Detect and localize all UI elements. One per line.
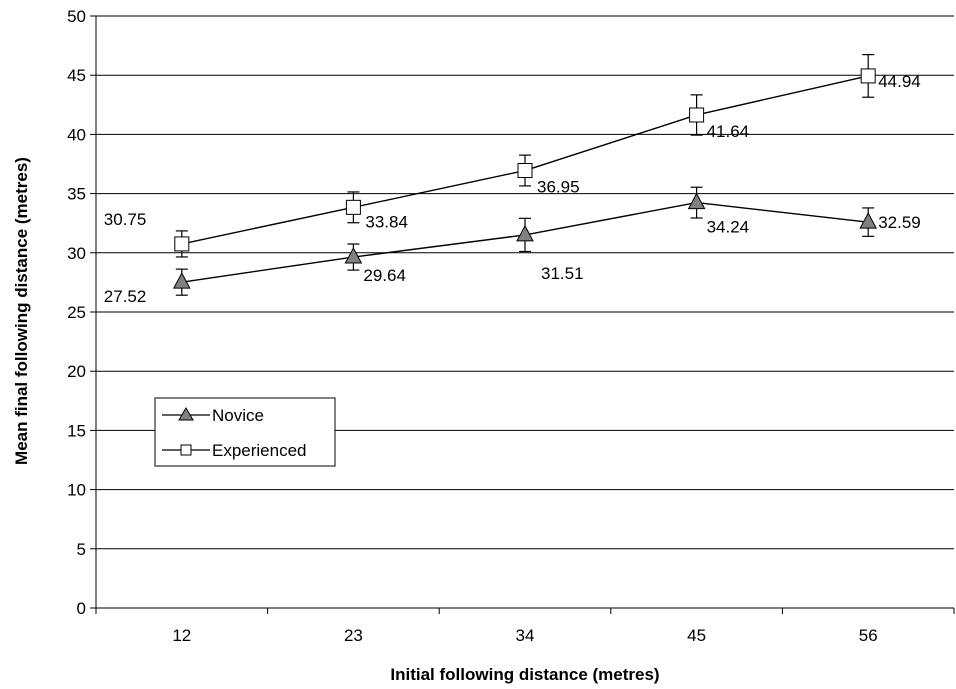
data-label: 44.94 (878, 72, 921, 91)
legend: Novice Experienced (154, 397, 336, 467)
y-tick-label: 5 (77, 540, 86, 559)
point-triangle (687, 192, 706, 210)
point-triangle (344, 246, 363, 264)
data-labels: 27.52 29.64 31.51 34.24 32.59 30.75 33.84 36.95… (104, 72, 921, 306)
y-tick-label: 0 (77, 599, 86, 618)
data-label: 34.24 (707, 218, 750, 237)
x-tick-label: 34 (516, 626, 535, 645)
point-triangle (859, 212, 878, 229)
x-tick-label: 12 (172, 626, 191, 645)
data-label: 36.95 (537, 178, 580, 197)
y-tick-label: 20 (67, 362, 86, 381)
data-label: 32.59 (878, 213, 921, 232)
x-tick-labels: 12 23 34 45 56 (172, 626, 877, 645)
series-novice (172, 186, 878, 296)
y-axis-title: Mean final following distance (metres) (12, 157, 31, 465)
series-layer (172, 53, 878, 296)
legend-label-experienced: Experienced (212, 441, 307, 460)
data-label: 31.51 (541, 264, 584, 283)
y-tick-label: 50 (67, 7, 86, 26)
series-experienced (174, 53, 876, 258)
point-triangle (516, 224, 534, 242)
legend-marker-experienced (180, 444, 192, 456)
y-tick-label: 30 (67, 244, 86, 263)
y-tick-label: 15 (67, 421, 86, 440)
point-square (517, 163, 533, 179)
y-tick-label: 45 (67, 66, 86, 85)
point-square (345, 199, 361, 215)
data-label: 30.75 (104, 210, 147, 229)
point-square (174, 236, 190, 252)
y-tick-label: 35 (67, 185, 86, 204)
data-label: 41.64 (707, 122, 750, 141)
point-square (689, 107, 705, 123)
data-label: 33.84 (365, 212, 408, 231)
data-label: 29.64 (363, 266, 406, 285)
axes (90, 15, 955, 614)
y-tick-label: 40 (67, 125, 86, 144)
y-tick-label: 10 (67, 481, 86, 500)
legend-marker-novice (178, 407, 194, 421)
data-label: 27.52 (104, 287, 147, 306)
y-tick-label: 25 (67, 303, 86, 322)
point-triangle (172, 272, 191, 289)
x-tick-label: 23 (344, 626, 363, 645)
y-tick-labels: 0 5 10 15 20 25 30 35 40 45 50 (67, 7, 86, 618)
x-axis-title: Initial following distance (metres) (390, 665, 659, 684)
gridlines (96, 15, 954, 550)
point-square (860, 68, 876, 84)
legend-label-novice: Novice (212, 406, 264, 425)
x-tick-label: 45 (687, 626, 706, 645)
x-tick-label: 56 (859, 626, 878, 645)
